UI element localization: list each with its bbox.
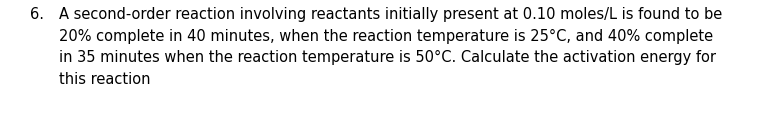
Text: 20% complete in 40 minutes, when the reaction temperature is 25°C, and 40% compl: 20% complete in 40 minutes, when the rea… [59,28,713,43]
Text: 6.: 6. [30,7,44,22]
Text: in 35 minutes when the reaction temperature is 50°C. Calculate the activation en: in 35 minutes when the reaction temperat… [59,50,716,65]
Text: A second-order reaction involving reactants initially present at 0.10 moles/L is: A second-order reaction involving reacta… [59,7,722,22]
Text: this reaction: this reaction [59,71,151,87]
